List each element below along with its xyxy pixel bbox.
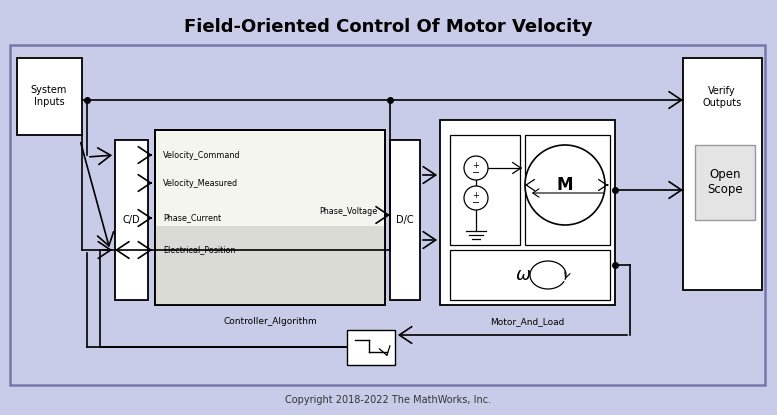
Bar xyxy=(440,120,615,305)
Bar xyxy=(450,135,520,245)
Text: Controller_Algorithm: Controller_Algorithm xyxy=(223,317,317,326)
Text: Velocity_Command: Velocity_Command xyxy=(163,151,241,159)
Bar xyxy=(683,58,762,290)
Bar xyxy=(155,226,385,305)
Text: Phase_Current: Phase_Current xyxy=(163,213,221,222)
Text: M: M xyxy=(557,176,573,194)
Text: C/D: C/D xyxy=(122,215,140,225)
Text: D/C: D/C xyxy=(396,215,414,225)
Bar xyxy=(450,250,610,300)
Text: Field-Oriented Control Of Motor Velocity: Field-Oriented Control Of Motor Velocity xyxy=(183,18,592,36)
Text: −: − xyxy=(472,198,480,208)
Bar xyxy=(10,45,765,385)
Bar xyxy=(17,58,82,135)
Text: +: + xyxy=(472,191,479,200)
Text: Motor_And_Load: Motor_And_Load xyxy=(490,317,564,326)
Text: Electrical_Position: Electrical_Position xyxy=(163,246,235,254)
Circle shape xyxy=(525,145,605,225)
Text: Open
Scope: Open Scope xyxy=(707,168,743,196)
Text: −: − xyxy=(472,168,480,178)
Text: System
Inputs: System Inputs xyxy=(31,85,67,107)
Text: +: + xyxy=(472,161,479,171)
Bar xyxy=(695,145,755,220)
Bar xyxy=(155,130,385,305)
Text: Verify
Outputs: Verify Outputs xyxy=(702,86,741,107)
Text: $\omega$: $\omega$ xyxy=(515,266,531,284)
Circle shape xyxy=(464,156,488,180)
Bar xyxy=(155,130,385,305)
Text: Copyright 2018-2022 The MathWorks, Inc.: Copyright 2018-2022 The MathWorks, Inc. xyxy=(285,395,491,405)
Bar xyxy=(525,135,610,245)
Circle shape xyxy=(464,186,488,210)
Text: Phase_Voltage: Phase_Voltage xyxy=(319,208,377,217)
Bar xyxy=(347,330,395,365)
Bar xyxy=(115,140,148,300)
Bar xyxy=(390,140,420,300)
Text: Velocity_Measured: Velocity_Measured xyxy=(163,178,238,188)
